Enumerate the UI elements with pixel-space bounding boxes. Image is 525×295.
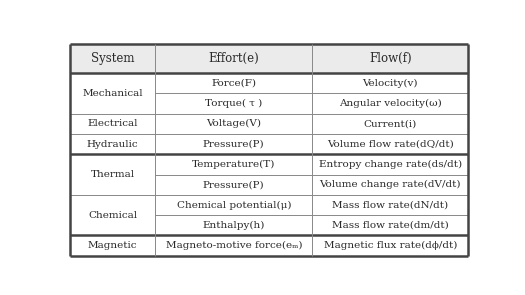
Bar bbox=[312, 154, 468, 175]
Bar bbox=[70, 114, 155, 134]
Text: Angular velocity(ω): Angular velocity(ω) bbox=[339, 99, 442, 108]
Bar bbox=[155, 114, 312, 134]
Bar bbox=[312, 93, 468, 114]
Text: Mass flow rate(dN/dt): Mass flow rate(dN/dt) bbox=[332, 201, 448, 209]
Text: Chemical: Chemical bbox=[88, 211, 137, 220]
Text: Magneto-motive force(eₘ): Magneto-motive force(eₘ) bbox=[165, 241, 302, 250]
Text: Pressure(P): Pressure(P) bbox=[203, 180, 265, 189]
Bar bbox=[312, 134, 468, 154]
Text: Volume change rate(dV/dt): Volume change rate(dV/dt) bbox=[320, 180, 461, 189]
Bar bbox=[312, 235, 468, 256]
Text: Electrical: Electrical bbox=[87, 119, 138, 128]
Bar bbox=[312, 215, 468, 235]
Text: System: System bbox=[91, 52, 134, 65]
Bar bbox=[70, 45, 468, 73]
Bar bbox=[312, 114, 468, 134]
Text: Magnetic flux rate(dϕ/dt): Magnetic flux rate(dϕ/dt) bbox=[323, 241, 457, 250]
Text: Mechanical: Mechanical bbox=[82, 89, 143, 98]
Text: Flow(f): Flow(f) bbox=[369, 52, 412, 65]
Bar bbox=[312, 175, 468, 195]
Bar bbox=[155, 93, 312, 114]
Text: Magnetic: Magnetic bbox=[88, 241, 138, 250]
Bar bbox=[155, 235, 312, 256]
Text: Thermal: Thermal bbox=[90, 170, 134, 179]
Text: Mass flow rate(dm/dt): Mass flow rate(dm/dt) bbox=[332, 221, 449, 230]
Text: Effort(e): Effort(e) bbox=[208, 52, 259, 65]
Text: Current(i): Current(i) bbox=[364, 119, 417, 128]
Bar bbox=[155, 175, 312, 195]
Bar bbox=[70, 195, 155, 235]
Text: Enthalpy(h): Enthalpy(h) bbox=[203, 221, 265, 230]
Bar bbox=[155, 73, 312, 93]
Text: Temperature(T): Temperature(T) bbox=[192, 160, 276, 169]
Bar bbox=[155, 195, 312, 215]
Bar bbox=[70, 235, 155, 256]
Text: Entropy change rate(ds/dt): Entropy change rate(ds/dt) bbox=[319, 160, 462, 169]
Text: Torque( τ ): Torque( τ ) bbox=[205, 99, 262, 108]
Text: Velocity(v): Velocity(v) bbox=[363, 78, 418, 88]
Bar bbox=[312, 73, 468, 93]
Text: Voltage(V): Voltage(V) bbox=[206, 119, 261, 128]
Bar bbox=[155, 215, 312, 235]
Text: Pressure(P): Pressure(P) bbox=[203, 140, 265, 149]
Text: Chemical potential(μ): Chemical potential(μ) bbox=[176, 200, 291, 209]
Bar bbox=[70, 154, 155, 195]
Text: Force(F): Force(F) bbox=[211, 79, 256, 88]
Text: Hydraulic: Hydraulic bbox=[87, 140, 139, 149]
Bar bbox=[155, 154, 312, 175]
Text: Volume flow rate(dQ/dt): Volume flow rate(dQ/dt) bbox=[327, 140, 454, 149]
Bar bbox=[70, 134, 155, 154]
Bar bbox=[70, 73, 155, 114]
Bar bbox=[312, 195, 468, 215]
Bar bbox=[155, 134, 312, 154]
